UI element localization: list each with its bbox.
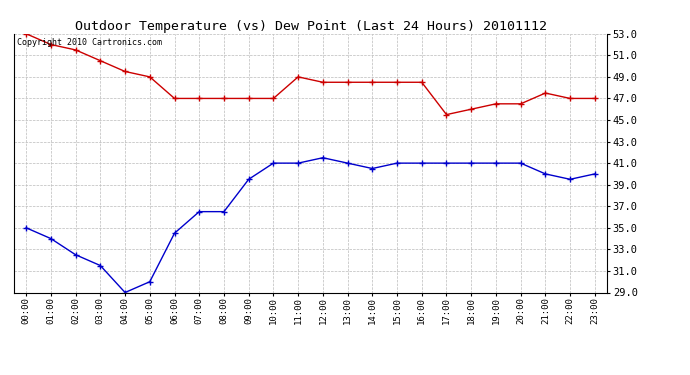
Text: Copyright 2010 Cartronics.com: Copyright 2010 Cartronics.com — [17, 38, 161, 46]
Title: Outdoor Temperature (vs) Dew Point (Last 24 Hours) 20101112: Outdoor Temperature (vs) Dew Point (Last… — [75, 20, 546, 33]
